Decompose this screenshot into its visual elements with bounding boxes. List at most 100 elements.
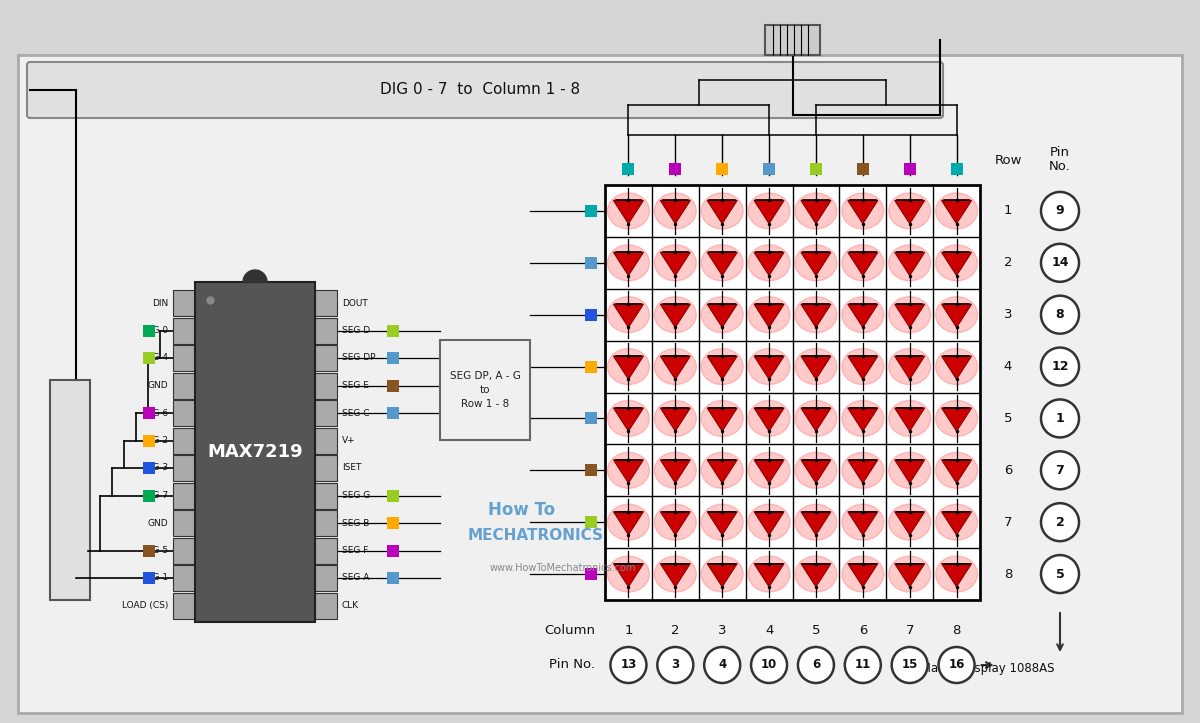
Polygon shape xyxy=(895,563,925,587)
Bar xyxy=(173,400,194,426)
Circle shape xyxy=(1042,451,1079,489)
Bar xyxy=(173,510,194,536)
Polygon shape xyxy=(660,460,690,483)
Circle shape xyxy=(938,647,974,683)
Text: DIG 3: DIG 3 xyxy=(143,463,168,473)
Bar xyxy=(173,537,194,563)
Polygon shape xyxy=(800,563,830,587)
Text: V+: V+ xyxy=(342,436,355,445)
Text: DIN: DIN xyxy=(151,299,168,307)
Polygon shape xyxy=(942,563,972,587)
Polygon shape xyxy=(895,304,925,328)
Polygon shape xyxy=(942,408,972,431)
Ellipse shape xyxy=(842,401,884,437)
Circle shape xyxy=(611,647,647,683)
Text: CLK: CLK xyxy=(342,601,359,610)
Ellipse shape xyxy=(654,453,696,488)
Bar xyxy=(586,516,598,529)
Bar xyxy=(173,482,194,508)
Ellipse shape xyxy=(748,556,790,592)
Text: 5: 5 xyxy=(811,623,820,636)
Ellipse shape xyxy=(889,453,931,488)
Text: DIG 0: DIG 0 xyxy=(143,326,168,335)
Text: DIG 5: DIG 5 xyxy=(143,546,168,555)
Bar xyxy=(173,455,194,481)
Text: 1: 1 xyxy=(1003,205,1013,218)
Polygon shape xyxy=(707,200,737,223)
Ellipse shape xyxy=(842,296,884,333)
Bar xyxy=(173,565,194,591)
Ellipse shape xyxy=(654,401,696,437)
Polygon shape xyxy=(707,408,737,431)
Text: 6: 6 xyxy=(1004,464,1012,476)
Ellipse shape xyxy=(889,504,931,540)
Circle shape xyxy=(1042,296,1079,334)
Text: 2: 2 xyxy=(671,623,679,636)
Text: 9: 9 xyxy=(1056,205,1064,218)
Ellipse shape xyxy=(654,348,696,385)
Text: 2: 2 xyxy=(1003,257,1013,269)
Ellipse shape xyxy=(842,556,884,592)
Bar xyxy=(143,407,155,419)
Ellipse shape xyxy=(748,401,790,437)
Text: Dot Matrix Display 1088AS: Dot Matrix Display 1088AS xyxy=(896,662,1055,675)
Bar xyxy=(50,380,90,600)
Bar xyxy=(386,407,398,419)
Polygon shape xyxy=(754,252,784,275)
Ellipse shape xyxy=(794,348,836,385)
Polygon shape xyxy=(800,512,830,535)
Bar xyxy=(586,309,598,321)
Ellipse shape xyxy=(936,453,978,488)
Polygon shape xyxy=(613,304,643,328)
Text: 12: 12 xyxy=(1051,360,1069,373)
Ellipse shape xyxy=(936,296,978,333)
Polygon shape xyxy=(848,252,878,275)
Polygon shape xyxy=(707,563,737,587)
Bar xyxy=(670,163,682,175)
Text: 1: 1 xyxy=(1056,412,1064,425)
Polygon shape xyxy=(942,512,972,535)
Polygon shape xyxy=(848,460,878,483)
Ellipse shape xyxy=(936,504,978,540)
Circle shape xyxy=(798,647,834,683)
Polygon shape xyxy=(942,304,972,328)
Polygon shape xyxy=(895,460,925,483)
Bar xyxy=(173,317,194,343)
Bar xyxy=(386,380,398,391)
Polygon shape xyxy=(707,304,737,328)
Polygon shape xyxy=(613,252,643,275)
Text: MAX7219: MAX7219 xyxy=(208,443,302,461)
Polygon shape xyxy=(613,512,643,535)
Text: 8: 8 xyxy=(953,623,961,636)
Ellipse shape xyxy=(701,348,743,385)
Ellipse shape xyxy=(701,556,743,592)
Text: DIG 0 - 7  to  Column 1 - 8: DIG 0 - 7 to Column 1 - 8 xyxy=(380,82,580,98)
Polygon shape xyxy=(754,512,784,535)
Ellipse shape xyxy=(607,556,649,592)
Circle shape xyxy=(1042,503,1079,542)
Bar xyxy=(143,572,155,584)
Ellipse shape xyxy=(701,296,743,333)
Text: 7: 7 xyxy=(1003,515,1013,529)
Bar xyxy=(386,325,398,336)
Bar xyxy=(194,282,314,622)
Ellipse shape xyxy=(701,245,743,281)
Polygon shape xyxy=(848,356,878,380)
Ellipse shape xyxy=(607,401,649,437)
Ellipse shape xyxy=(889,401,931,437)
Bar xyxy=(314,317,337,343)
Circle shape xyxy=(1042,348,1079,385)
Ellipse shape xyxy=(654,556,696,592)
Bar xyxy=(314,593,337,618)
Polygon shape xyxy=(895,200,925,223)
FancyBboxPatch shape xyxy=(28,62,943,118)
Text: 4: 4 xyxy=(718,659,726,672)
Polygon shape xyxy=(848,512,878,535)
Text: 7: 7 xyxy=(906,623,914,636)
Text: How To: How To xyxy=(488,501,556,519)
Ellipse shape xyxy=(936,348,978,385)
Text: 14: 14 xyxy=(1051,257,1069,269)
Text: DIG 7: DIG 7 xyxy=(143,491,168,500)
Text: 4: 4 xyxy=(1004,360,1012,373)
Polygon shape xyxy=(660,304,690,328)
